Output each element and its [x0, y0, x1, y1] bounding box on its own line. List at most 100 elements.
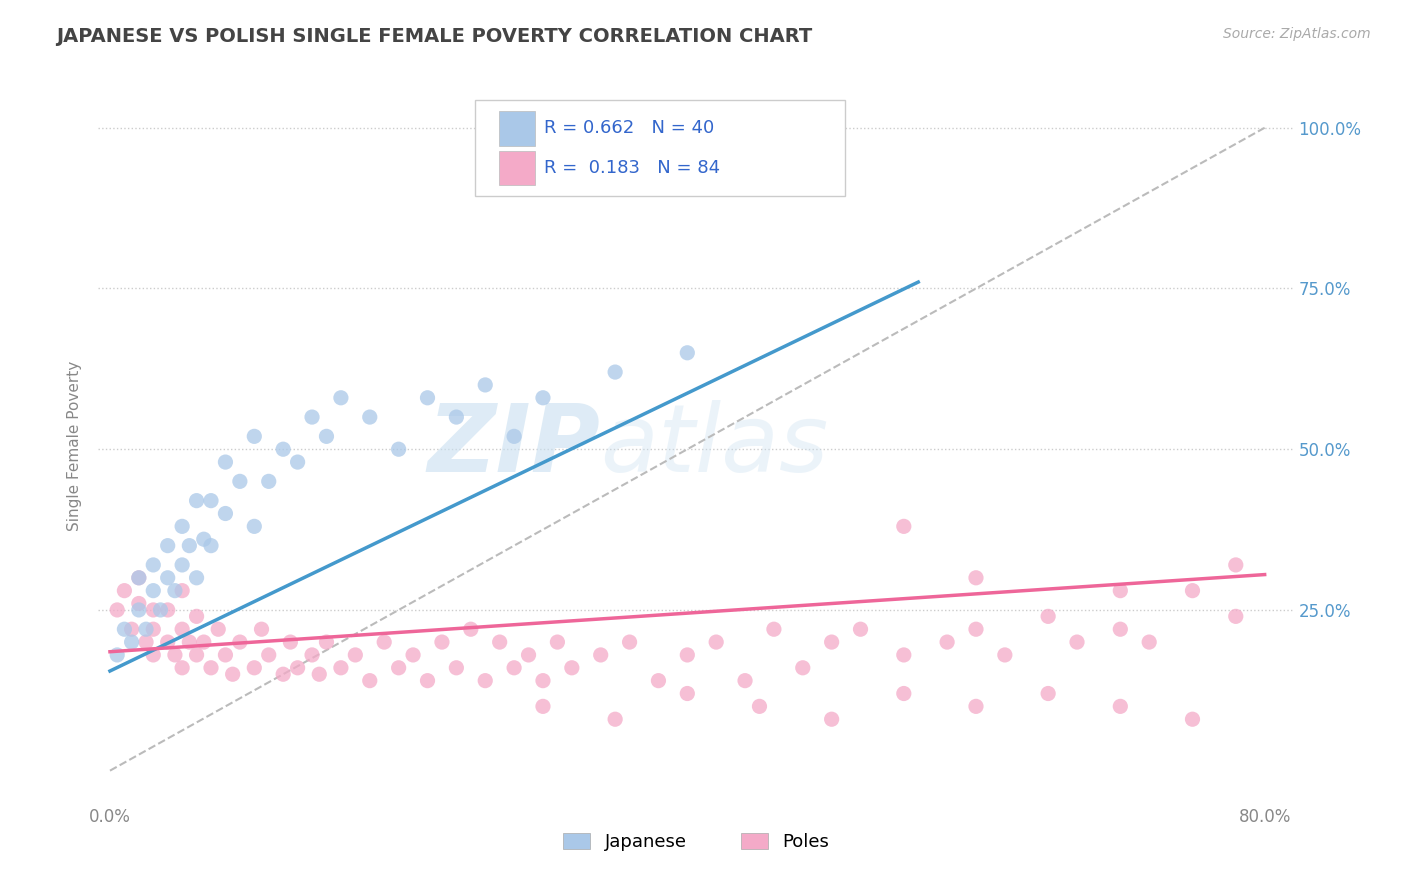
Point — [734, 673, 756, 688]
Point — [214, 455, 236, 469]
Point — [112, 622, 135, 636]
Point — [388, 442, 411, 457]
Point — [121, 635, 143, 649]
Point — [135, 635, 157, 649]
Point — [893, 686, 915, 700]
Point — [142, 622, 165, 636]
Point — [186, 493, 208, 508]
Point — [329, 661, 352, 675]
Point — [1225, 558, 1247, 572]
Point — [243, 661, 266, 675]
Point — [128, 571, 150, 585]
Point — [430, 635, 453, 649]
Point — [193, 635, 215, 649]
Y-axis label: Single Female Poverty: Single Female Poverty — [67, 361, 83, 531]
Point — [965, 571, 987, 585]
Point — [135, 622, 157, 636]
Point — [229, 635, 252, 649]
Point — [315, 429, 337, 443]
Point — [1109, 622, 1132, 636]
Point — [676, 648, 699, 662]
Point — [142, 648, 165, 662]
FancyBboxPatch shape — [475, 100, 845, 196]
Point — [121, 622, 143, 636]
Point — [105, 648, 128, 662]
Point — [416, 673, 439, 688]
Point — [762, 622, 785, 636]
Point — [257, 475, 280, 489]
Text: JAPANESE VS POLISH SINGLE FEMALE POVERTY CORRELATION CHART: JAPANESE VS POLISH SINGLE FEMALE POVERTY… — [56, 27, 813, 45]
Text: R = 0.662   N = 40: R = 0.662 N = 40 — [544, 120, 714, 137]
Point — [1181, 712, 1204, 726]
Point — [402, 648, 425, 662]
Point — [172, 558, 194, 572]
Point — [531, 699, 554, 714]
Point — [149, 603, 172, 617]
Point — [359, 673, 381, 688]
Point — [271, 667, 294, 681]
Point — [344, 648, 367, 662]
Point — [156, 603, 179, 617]
Point — [128, 571, 150, 585]
Point — [589, 648, 612, 662]
Point — [271, 442, 294, 457]
Point — [1109, 583, 1132, 598]
Point — [1066, 635, 1088, 649]
Point — [1181, 583, 1204, 598]
Point — [388, 661, 411, 675]
Text: ZIP: ZIP — [427, 400, 600, 492]
Point — [112, 583, 135, 598]
Point — [172, 661, 194, 675]
Point — [517, 648, 540, 662]
Point — [229, 475, 252, 489]
Point — [221, 667, 243, 681]
Point — [446, 410, 468, 425]
Point — [280, 635, 302, 649]
Point — [503, 429, 526, 443]
Point — [163, 583, 186, 598]
Point — [849, 622, 872, 636]
Point — [243, 429, 266, 443]
Point — [172, 519, 194, 533]
Point — [156, 539, 179, 553]
Point — [676, 345, 699, 359]
Point — [704, 635, 727, 649]
Point — [359, 410, 381, 425]
Point — [179, 539, 201, 553]
Point — [156, 635, 179, 649]
Point — [207, 622, 229, 636]
Point — [243, 519, 266, 533]
Point — [676, 686, 699, 700]
Point — [474, 673, 496, 688]
Point — [748, 699, 770, 714]
Point — [301, 648, 323, 662]
Point — [488, 635, 510, 649]
Point — [1036, 686, 1059, 700]
Point — [214, 648, 236, 662]
Point — [893, 648, 915, 662]
Point — [605, 365, 627, 379]
Point — [446, 661, 468, 675]
Point — [416, 391, 439, 405]
Point — [1036, 609, 1059, 624]
Text: Source: ZipAtlas.com: Source: ZipAtlas.com — [1223, 27, 1371, 41]
Point — [214, 507, 236, 521]
Point — [156, 571, 179, 585]
Point — [200, 539, 222, 553]
Point — [128, 597, 150, 611]
Point — [105, 603, 128, 617]
Point — [1109, 699, 1132, 714]
Point — [193, 533, 215, 547]
Point — [460, 622, 482, 636]
Point — [605, 712, 627, 726]
Point — [329, 391, 352, 405]
Point — [792, 661, 814, 675]
Point — [142, 583, 165, 598]
Point — [200, 493, 222, 508]
Point — [128, 603, 150, 617]
FancyBboxPatch shape — [499, 112, 534, 145]
Text: atlas: atlas — [600, 401, 828, 491]
Point — [936, 635, 959, 649]
Point — [186, 609, 208, 624]
Point — [503, 661, 526, 675]
